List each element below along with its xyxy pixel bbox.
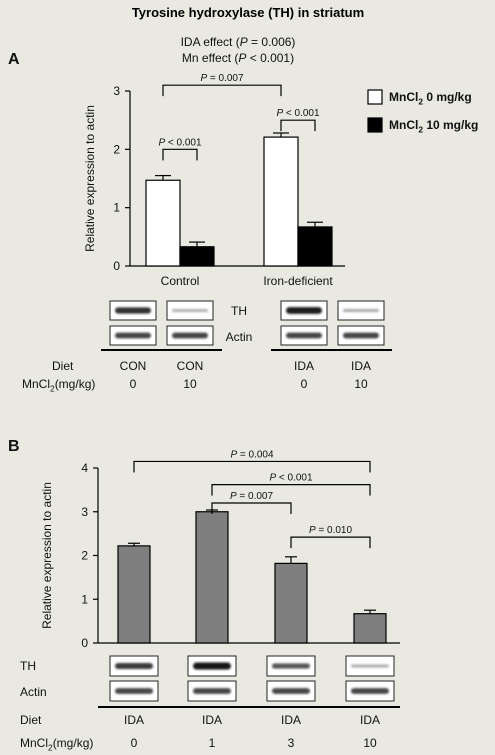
blot-actin [266, 680, 316, 702]
legend-swatch [367, 89, 383, 105]
y-tick-label: 2 [81, 549, 88, 563]
legend-label: MnCl2 10 mg/kg [389, 118, 478, 135]
blot-th [166, 300, 214, 321]
error-bar [307, 221, 323, 227]
significance-label: P = 0.004 [230, 449, 274, 460]
blot-th [345, 655, 395, 677]
significance-label: P = 0.007 [200, 73, 244, 84]
blot-th [109, 300, 157, 321]
bar [353, 613, 387, 644]
error-bar [155, 174, 171, 181]
panel-a: A IDA effect (P = 0.006) Mn effect (P < 0.… [8, 35, 478, 394]
lane-mn: 0 [131, 736, 138, 750]
blot-actin [109, 325, 157, 346]
significance-bracket [211, 502, 292, 514]
y-tick-label: 1 [113, 201, 120, 215]
panel-b-letter: B [8, 438, 20, 455]
lane-mn: 0 [130, 377, 137, 391]
legend-label: MnCl2 0 mg/kg [389, 90, 472, 107]
blot-th [280, 300, 328, 321]
lane-diet: CON [120, 359, 147, 373]
bar [179, 246, 215, 267]
significance-label: P < 0.001 [158, 137, 202, 148]
lane-diet: IDA [294, 359, 314, 373]
row-label-diet: Diet [20, 713, 42, 727]
lane-diet: IDA [124, 713, 144, 727]
blot-label-actin: Actin [226, 330, 253, 344]
lane-diet: IDA [351, 359, 371, 373]
lane-mn: 1 [209, 736, 216, 750]
y-tick-label: 1 [81, 592, 88, 606]
y-tick-label: 2 [113, 142, 120, 156]
significance-label: P = 0.007 [230, 491, 274, 502]
blot-label-th: TH [20, 659, 36, 673]
significance-bracket [133, 460, 371, 473]
lane-mn: 3 [288, 736, 295, 750]
panel-a-letter: A [8, 51, 20, 68]
blot-th [109, 655, 159, 677]
bar [145, 179, 181, 267]
y-tick-label: 0 [113, 259, 120, 273]
lane-mn: 0 [301, 377, 308, 391]
y-tick-label: 3 [113, 84, 120, 98]
bar [263, 136, 299, 267]
blot-th [187, 655, 237, 677]
blot-actin [166, 325, 214, 346]
significance-bracket [280, 119, 316, 132]
error-bar [285, 556, 297, 564]
blot-th [266, 655, 316, 677]
blot-actin [345, 680, 395, 702]
lane-diet: IDA [281, 713, 301, 727]
bar [274, 562, 308, 644]
lane-mn: 10 [363, 736, 377, 750]
significance-bracket [290, 536, 371, 549]
significance-label: P < 0.001 [269, 473, 313, 484]
y-tick-label: 3 [81, 505, 88, 519]
error-bar [128, 542, 140, 546]
blot-th [337, 300, 385, 321]
lane-diet: IDA [202, 713, 222, 727]
blot-actin [280, 325, 328, 346]
blot-actin [109, 680, 159, 702]
lane-mn: 10 [183, 377, 197, 391]
row-label-mncl2: MnCl2(mg/kg) [20, 736, 93, 753]
y-tick-label: 0 [81, 636, 88, 650]
row-label-mncl2: MnCl2(mg/kg) [22, 377, 95, 394]
row-label-diet: Diet [52, 359, 74, 373]
bar [297, 226, 333, 267]
error-bar [273, 132, 289, 138]
panel-b: B 0 1 2 3 4 Relative expression to actin P = 0.… [8, 438, 400, 753]
error-bar [189, 241, 205, 247]
blot-label-actin: Actin [20, 685, 47, 699]
blot-actin [337, 325, 385, 346]
bar [195, 511, 229, 644]
lane-diet: CON [177, 359, 204, 373]
y-axis-label: Relative expression to actin [83, 105, 97, 252]
blot-label-th: TH [231, 304, 247, 318]
figure-title: Tyrosine hydroxylase (TH) in striatum [132, 5, 364, 20]
legend-swatch [367, 117, 383, 133]
significance-bracket [211, 484, 371, 496]
lane-diet: IDA [360, 713, 380, 727]
y-axis-label: Relative expression to actin [40, 482, 54, 629]
significance-label: P = 0.010 [309, 525, 353, 536]
bar [117, 545, 151, 644]
y-tick-label: 4 [81, 461, 88, 475]
category-label: Control [161, 274, 200, 288]
significance-bracket [162, 148, 198, 161]
significance-label: P < 0.001 [276, 108, 320, 119]
effect-line: IDA effect (P = 0.006) [181, 35, 296, 49]
effect-line: Mn effect (P < 0.001) [182, 51, 294, 65]
lane-mn: 10 [354, 377, 368, 391]
category-label: Iron-deficient [263, 274, 333, 288]
error-bar [364, 609, 376, 614]
significance-bracket [162, 84, 282, 97]
blot-actin [187, 680, 237, 702]
